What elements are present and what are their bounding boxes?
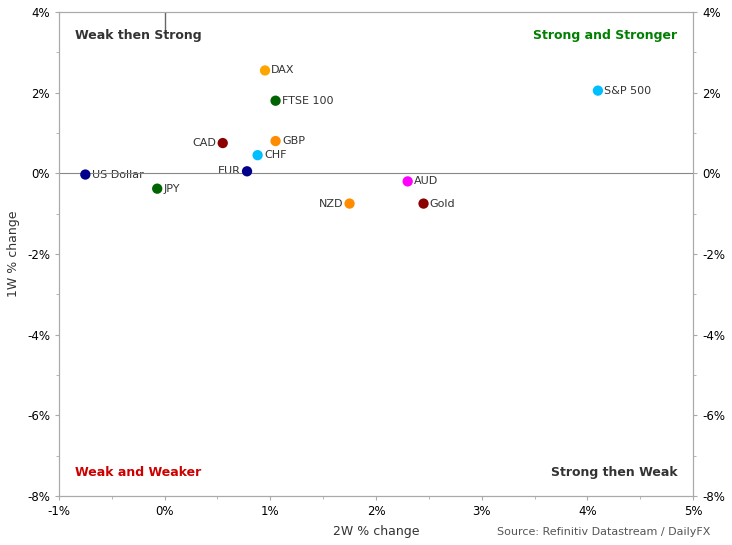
Y-axis label: 1W % change: 1W % change	[7, 211, 20, 297]
Point	[269, 137, 281, 146]
Text: US Dollar: US Dollar	[92, 169, 143, 179]
Text: GBP: GBP	[282, 136, 305, 146]
Text: S&P 500: S&P 500	[604, 86, 651, 95]
Text: EUR: EUR	[218, 166, 241, 176]
Point	[80, 170, 92, 179]
Text: AUD: AUD	[414, 177, 438, 186]
Text: Source: Refinitiv Datastream / DailyFX: Source: Refinitiv Datastream / DailyFX	[497, 527, 710, 537]
Point	[269, 96, 281, 105]
Text: Strong then Weak: Strong then Weak	[550, 466, 677, 479]
Point	[402, 177, 414, 186]
Text: CHF: CHF	[264, 150, 286, 160]
Text: NZD: NZD	[318, 198, 343, 209]
Text: JPY: JPY	[163, 184, 180, 193]
Point	[344, 199, 356, 208]
Text: CAD: CAD	[193, 138, 217, 148]
Text: Weak and Weaker: Weak and Weaker	[75, 466, 201, 479]
Point	[152, 184, 163, 193]
Text: Strong and Stronger: Strong and Stronger	[533, 29, 677, 42]
Text: Weak then Strong: Weak then Strong	[75, 29, 201, 42]
Point	[418, 199, 430, 208]
Point	[217, 139, 228, 148]
Point	[259, 66, 271, 75]
Point	[241, 167, 253, 175]
Point	[252, 151, 264, 160]
Text: DAX: DAX	[272, 65, 295, 75]
Point	[592, 86, 604, 95]
Text: Gold: Gold	[430, 198, 455, 209]
X-axis label: 2W % change: 2W % change	[333, 525, 419, 538]
Text: FTSE 100: FTSE 100	[282, 96, 333, 106]
